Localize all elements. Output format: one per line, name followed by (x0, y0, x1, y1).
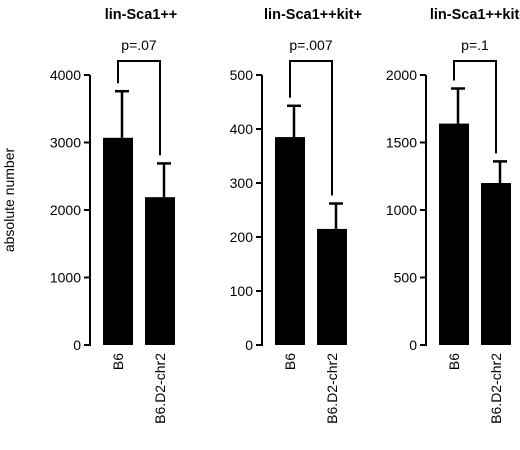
chart-title: lin-Sca1++kit+ (264, 7, 362, 23)
y-tick-label: 1000 (50, 270, 81, 286)
p-value-label: p=.07 (121, 37, 157, 53)
chart-title: lin-Sca1++ (105, 7, 178, 23)
y-tick-label: 300 (230, 175, 254, 191)
bar-b6-d2-chr2 (145, 197, 175, 345)
y-tick-label: 0 (245, 337, 253, 353)
y-tick-label: 1500 (386, 135, 417, 151)
significance-bracket (453, 60, 497, 154)
y-tick-label: 0 (409, 337, 417, 353)
significance-bracket (117, 60, 161, 156)
y-axis-label: absolute number (1, 148, 17, 253)
bar-b6 (439, 123, 469, 345)
bar-b6-d2-chr2 (317, 228, 347, 345)
y-tick-label: 400 (230, 121, 254, 137)
y-tick-label: 3000 (50, 135, 81, 151)
category-label: B6 (282, 353, 298, 370)
y-tick-label: 100 (230, 283, 254, 299)
p-value-label: p=.007 (289, 37, 332, 53)
bar-b6 (103, 137, 133, 345)
y-tick-label: 200 (230, 229, 254, 245)
y-tick-label: 2000 (386, 67, 417, 83)
chart-panel-2: lin-Sca1++kit+ 0 100 200 300 400 500 B6 B6.D2-ch… (230, 7, 362, 424)
y-tick-label: 500 (394, 270, 418, 286)
category-label: B6.D2-chr2 (324, 353, 340, 424)
significance-bracket (289, 60, 333, 196)
y-tick-label: 0 (73, 337, 81, 353)
y-tick-label: 1000 (386, 202, 417, 218)
chart-title: lin-Sca1++kit- (430, 7, 520, 23)
p-value-label: p=.1 (461, 37, 489, 53)
y-tick-label: 500 (230, 67, 254, 83)
chart-panel-1: lin-Sca1++ 0 1000 2000 3000 4000 B6 B6.D2-chr2 p… (50, 7, 177, 424)
bar-b6 (275, 137, 305, 345)
category-label: B6.D2-chr2 (488, 353, 504, 424)
category-label: B6.D2-chr2 (152, 353, 168, 424)
bar-b6-d2-chr2 (481, 183, 511, 345)
y-tick-label: 2000 (50, 202, 81, 218)
chart-panel-3: lin-Sca1++kit- 0 500 1000 1500 2000 B6 B6.D2-ch… (386, 7, 520, 424)
category-label: B6 (446, 353, 462, 370)
y-tick-label: 4000 (50, 67, 81, 83)
category-label: B6 (110, 353, 126, 370)
